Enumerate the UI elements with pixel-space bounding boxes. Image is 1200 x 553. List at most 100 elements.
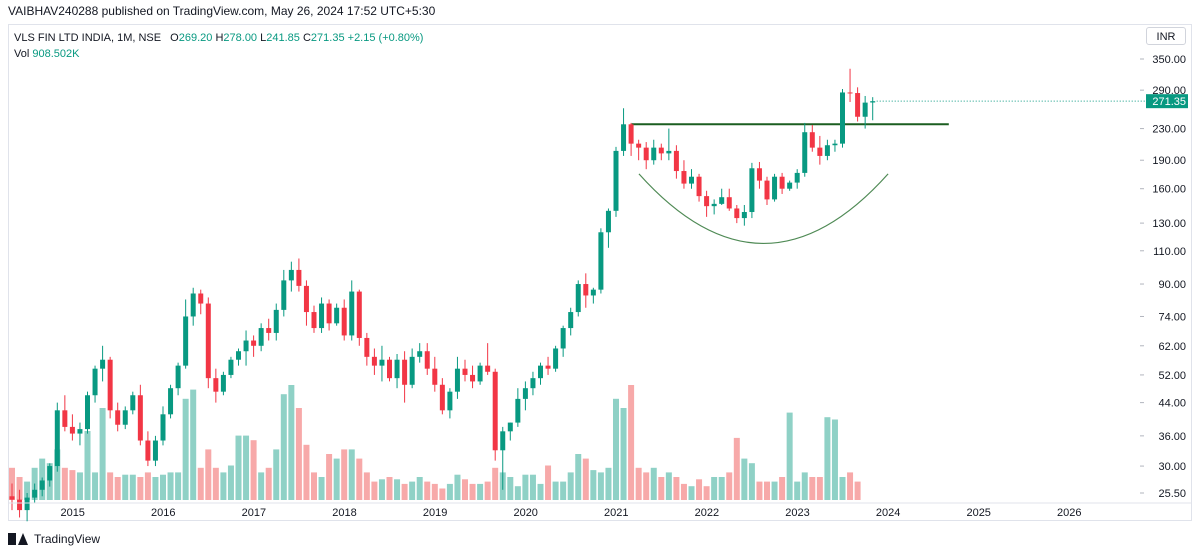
volume-bar [363,472,370,500]
volume-bar [484,481,491,500]
volume-bar [250,440,257,500]
volume-bar [424,481,431,500]
candle-body [704,196,710,207]
last-price-label: 271.35 [1152,96,1186,108]
volume-bar [756,481,763,500]
candle-body [205,303,211,379]
candle-body [409,356,415,385]
high-value: 278.00 [223,32,258,44]
candle-body [734,208,740,219]
candle-body [190,293,196,317]
volume-bar [394,479,401,500]
candle-body [454,368,460,392]
candle-body [530,378,536,389]
footer: TradingView [8,530,100,548]
candle-body [590,289,596,296]
y-tick-label: 25.50 [1158,488,1186,500]
volume-bar [628,385,635,500]
y-tick-label: 190.00 [1152,155,1186,167]
candle-body [643,147,649,161]
volume-bar [446,483,453,500]
candle-body [137,395,143,441]
high-label: H [215,32,224,44]
volume-bars [9,385,861,500]
candle-body [651,147,657,161]
volume-bar [326,454,333,500]
candle-body [236,351,241,360]
close-label: C [302,32,311,44]
candle-body [258,328,264,346]
volume-value: 908.502K [32,48,80,60]
candle-body [24,497,30,511]
candle-body [402,359,408,385]
x-tick-label: 2021 [604,507,628,519]
candle-body [32,489,38,498]
candle-body [394,359,400,379]
currency-button[interactable]: INR [1146,27,1186,45]
volume-bar [273,449,280,500]
candle-body [492,371,498,451]
candle-body [696,176,702,197]
volume-bar [620,408,627,500]
volume-bar [205,449,212,500]
candle-body [371,356,377,366]
candle-body [54,410,60,467]
x-tick-label: 2024 [876,507,900,519]
volume-bar [416,477,423,500]
candle-body [303,285,309,313]
x-tick-label: 2025 [966,507,990,519]
candle-body [847,92,853,94]
volume-bar [794,481,801,500]
footer-brand[interactable]: TradingView [34,532,101,546]
tradingview-logo-icon[interactable] [8,533,28,545]
volume-bar [590,470,597,500]
volume-bar [854,481,861,500]
volume-bar [24,481,31,500]
candle-body [613,150,619,211]
x-tick-label: 2017 [242,507,266,519]
volume-bar [779,477,786,500]
candle-body [462,368,468,375]
volume-bar [378,479,385,500]
volume-bar [831,419,838,500]
volume-bar [560,481,567,500]
volume-bar [54,449,61,500]
candle-body [100,359,106,369]
volume-bar [839,477,846,500]
candle-body [719,197,725,204]
candle-body [568,312,574,329]
symbol-name[interactable]: VLS FIN LTD INDIA, 1M, NSE [14,32,162,44]
volume-bar [673,477,680,500]
candle-body [17,499,23,511]
x-tick-label: 2019 [423,507,447,519]
volume-bar [726,472,733,500]
volume-bar [680,483,687,500]
candle-body [500,431,506,451]
candle-body [636,143,642,148]
volume-bar [696,479,703,500]
candle-body [145,440,151,461]
volume-bar [469,483,476,500]
y-axis: 25.50 30.00 36.00 44.00 52.00 62.00 74.00 90.00… [1140,54,1186,500]
cup-arc [638,173,889,244]
volume-bar [809,477,816,500]
volume-bar [522,474,529,500]
volume-bar [401,483,408,500]
volume-bar [635,467,642,500]
volume-bar [61,467,68,500]
volume-bar [341,449,348,500]
candle-body [281,280,287,310]
volume-bar [824,417,831,500]
volume-bar [152,477,159,500]
volume-bar [718,477,725,500]
candle-body [764,180,770,200]
candle-body [228,359,234,375]
candle-body [288,269,294,281]
volume-bar [371,481,378,500]
candle-body [832,143,838,146]
volume-bar [597,472,604,500]
volume-bar [220,472,227,500]
volume-bar [801,472,808,500]
volume-bar [197,467,204,500]
